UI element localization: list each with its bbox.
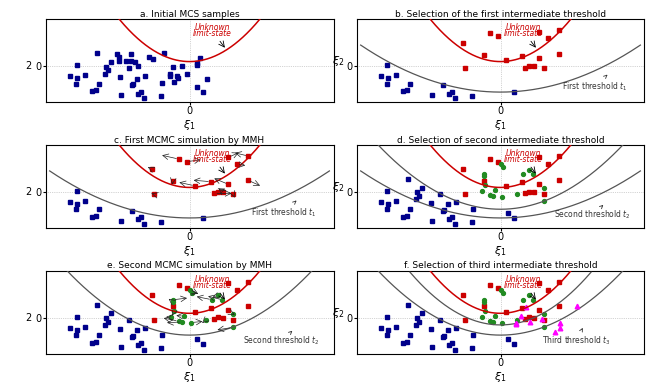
- Text: limit-state: limit-state: [193, 155, 232, 164]
- Text: Third threshold $t_3$: Third threshold $t_3$: [542, 329, 610, 347]
- Text: limit-state: limit-state: [193, 29, 232, 38]
- Text: Unknown: Unknown: [505, 275, 541, 284]
- X-axis label: $\xi_1$: $\xi_1$: [494, 244, 506, 258]
- Text: Second threshold $t_2$: Second threshold $t_2$: [554, 205, 631, 221]
- Title: c. First MCMC simulation by MMH: c. First MCMC simulation by MMH: [115, 135, 264, 145]
- X-axis label: $\xi_1$: $\xi_1$: [184, 244, 196, 258]
- Text: Second threshold $t_2$: Second threshold $t_2$: [243, 331, 320, 347]
- Y-axis label: $\xi_2$: $\xi_2$: [332, 306, 344, 320]
- Y-axis label: $\xi_2$: $\xi_2$: [332, 180, 344, 194]
- Text: limit-state: limit-state: [504, 29, 542, 38]
- X-axis label: $\xi_1$: $\xi_1$: [494, 118, 506, 132]
- Title: f. Selection of third intermediate threshold: f. Selection of third intermediate thres…: [404, 261, 598, 270]
- Text: 2: 2: [25, 61, 31, 71]
- Text: First threshold $t_1$: First threshold $t_1$: [562, 75, 628, 93]
- Title: d. Selection of second intermediate threshold: d. Selection of second intermediate thre…: [396, 135, 604, 145]
- Text: limit-state: limit-state: [193, 280, 232, 290]
- X-axis label: $\xi_1$: $\xi_1$: [494, 370, 506, 384]
- Text: First threshold $t_1$: First threshold $t_1$: [251, 201, 316, 219]
- Text: Unknown: Unknown: [505, 149, 541, 158]
- Text: limit-state: limit-state: [504, 280, 542, 290]
- X-axis label: $\xi_1$: $\xi_1$: [184, 370, 196, 384]
- Text: Unknown: Unknown: [195, 149, 230, 158]
- Title: e. Second MCMC simulation by MMH: e. Second MCMC simulation by MMH: [107, 261, 272, 270]
- Text: Unknown: Unknown: [195, 23, 230, 32]
- X-axis label: $\xi_1$: $\xi_1$: [184, 118, 196, 132]
- Text: 2: 2: [25, 187, 31, 197]
- Title: a. Initial MCS samples: a. Initial MCS samples: [140, 10, 240, 19]
- Title: b. Selection of the first intermediate threshold: b. Selection of the first intermediate t…: [395, 10, 606, 19]
- Text: Unknown: Unknown: [195, 275, 230, 284]
- Text: 2: 2: [25, 313, 31, 322]
- Text: limit-state: limit-state: [504, 155, 542, 164]
- Text: Unknown: Unknown: [505, 23, 541, 32]
- Y-axis label: $\xi_2$: $\xi_2$: [332, 54, 344, 68]
